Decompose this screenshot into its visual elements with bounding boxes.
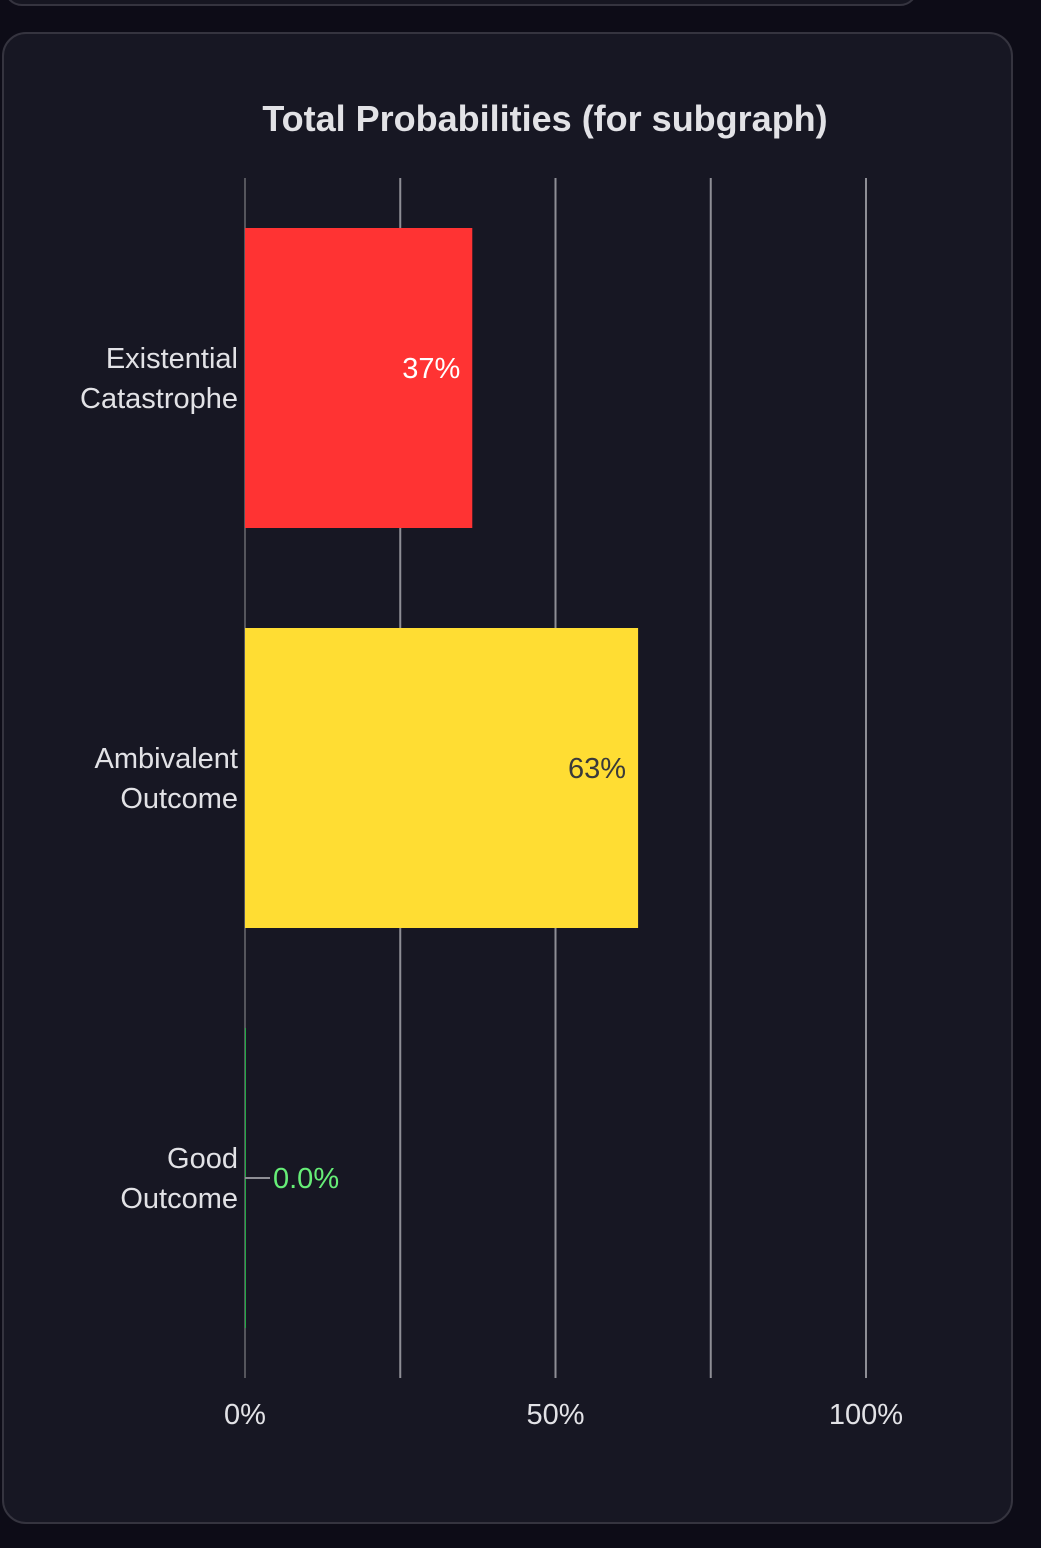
chart-card (2, 32, 1013, 1524)
value-label: 0.0% (273, 1163, 339, 1195)
bars (245, 228, 639, 1328)
bar (245, 228, 473, 528)
bar (245, 628, 639, 928)
value-label: 37% (402, 353, 460, 385)
category-label: Ambivalent Outcome (95, 743, 238, 815)
category-labels: Existential Catastrophe Ambivalent Outcome G… (80, 343, 238, 1215)
chart-title: Total Probabilities (for subgraph) (262, 98, 827, 139)
x-tick-label: 0% (224, 1399, 266, 1431)
category-label: Good Outcome (120, 1143, 238, 1215)
x-tick-label: 100% (829, 1399, 903, 1431)
x-tick-label: 50% (526, 1399, 584, 1431)
category-label: Existential Catastrophe (80, 343, 238, 415)
value-label: 63% (568, 753, 626, 785)
x-axis-ticks: 0% 50% 100% (224, 1399, 903, 1431)
value-labels: 37% 63% 0.0% (245, 353, 626, 1195)
